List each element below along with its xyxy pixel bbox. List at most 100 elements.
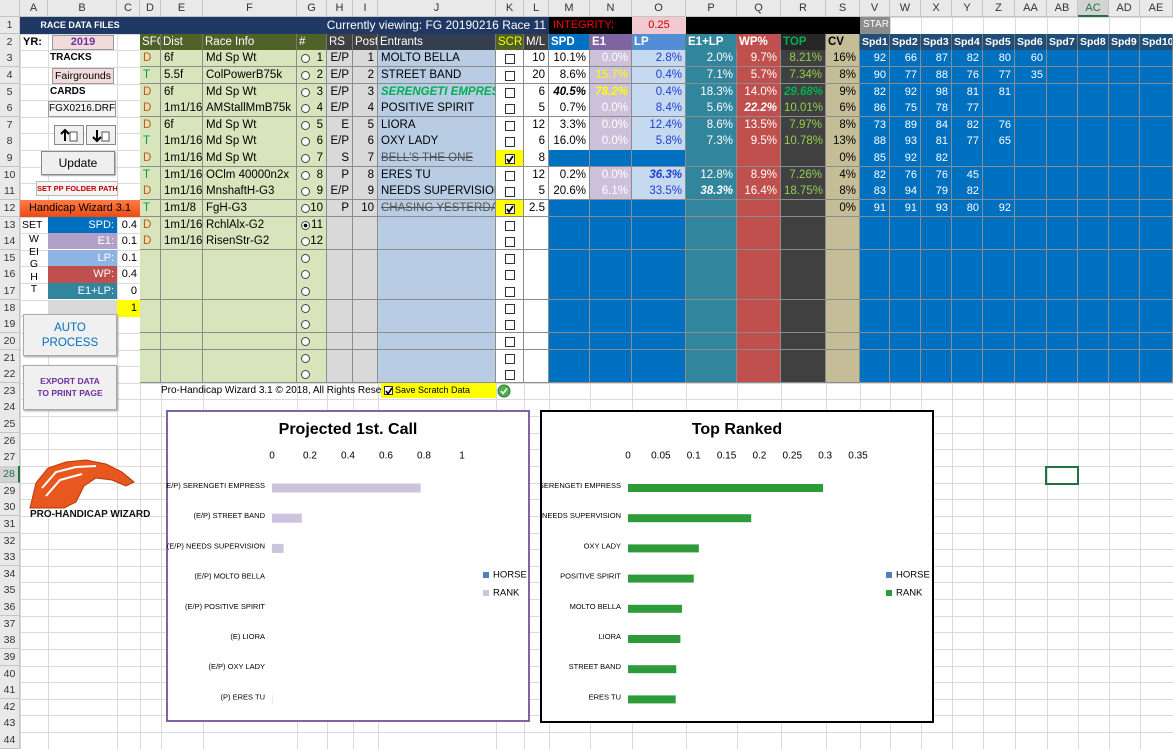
table-cell — [952, 316, 983, 334]
checkbox[interactable] — [505, 336, 515, 347]
table-cell — [1140, 133, 1173, 151]
table-cell — [203, 249, 297, 267]
table-cell — [983, 283, 1015, 301]
row-header: 39 — [0, 648, 20, 667]
card-box[interactable]: FGX0216.DRF — [48, 101, 116, 117]
table-cell: D — [140, 116, 161, 134]
table-cell: 7.3% — [686, 133, 737, 151]
table-cell — [860, 249, 890, 267]
table-cell — [1109, 50, 1140, 68]
table-cell: 9.7% — [737, 50, 781, 68]
radio-button[interactable] — [301, 54, 310, 64]
table-cell — [737, 150, 781, 168]
radio-button[interactable] — [301, 104, 310, 114]
checkbox[interactable] — [505, 237, 515, 248]
checkbox[interactable] — [505, 70, 515, 81]
row-header: 6 — [0, 100, 20, 118]
table-cell: 65 — [983, 133, 1015, 151]
column-header: J — [378, 0, 496, 17]
table-cell — [1015, 216, 1047, 234]
table-cell — [1109, 299, 1140, 317]
table-cell — [1109, 349, 1140, 367]
confirm-icon[interactable] — [497, 384, 511, 398]
table-cell — [1078, 266, 1109, 284]
checkbox[interactable] — [505, 220, 515, 231]
table-cell — [781, 233, 826, 251]
chart-title: Projected 1st. Call — [279, 421, 418, 438]
table-cell: 8% — [826, 66, 860, 84]
radio-button[interactable] — [301, 270, 310, 280]
checkbox[interactable] — [505, 170, 515, 181]
weight-label: E1+LP: — [48, 283, 117, 301]
radio-button[interactable] — [301, 237, 310, 247]
checkbox[interactable] — [505, 253, 515, 264]
radio-button[interactable] — [301, 253, 310, 263]
arrow-button[interactable] — [86, 125, 116, 145]
radio-button[interactable] — [301, 370, 310, 380]
table-cell: 7.97% — [781, 116, 826, 134]
checkbox[interactable] — [505, 370, 515, 381]
table-cell — [549, 316, 590, 334]
checkbox[interactable] — [505, 287, 515, 298]
radio-button[interactable] — [301, 154, 310, 164]
yr-box[interactable]: 2019 — [52, 35, 114, 50]
table-cell: 8% — [826, 183, 860, 201]
table-cell: 66 — [890, 50, 921, 68]
checkbox[interactable] — [505, 187, 515, 198]
logo-horse — [29, 459, 135, 509]
table-cell: SERENGETI EMPRESS — [378, 83, 496, 101]
radio-button[interactable] — [301, 287, 310, 297]
table-cell — [1140, 116, 1173, 134]
checkbox[interactable] — [505, 120, 515, 131]
table-cell: 15.7% — [590, 66, 632, 84]
radio-button[interactable] — [301, 320, 310, 330]
table-cell — [1047, 316, 1078, 334]
x-tick-label: 0.6 — [379, 451, 393, 462]
table-cell: E/P — [327, 100, 353, 118]
table-cell — [890, 366, 921, 384]
set-path-button[interactable]: SET PP FOLDER PATH — [36, 181, 118, 196]
table-cell: 9 — [353, 183, 378, 201]
radio-button[interactable] — [301, 187, 310, 197]
arrow-button[interactable] — [54, 125, 84, 145]
checkbox[interactable] — [505, 270, 515, 281]
radio-button[interactable] — [301, 137, 310, 147]
export-button[interactable]: EXPORT DATA TO PRINT PAGE — [23, 365, 117, 410]
table-cell: 0.0% — [590, 50, 632, 68]
checkbox[interactable] — [505, 154, 515, 165]
checkbox[interactable] — [505, 104, 515, 115]
checkbox[interactable] — [505, 54, 515, 65]
checkbox[interactable] — [505, 320, 515, 331]
track-box[interactable]: Fairgrounds — [52, 68, 114, 84]
table-cell: 78 — [921, 100, 952, 118]
table-cell: 2.8% — [632, 50, 686, 68]
checkbox[interactable] — [505, 87, 515, 98]
radio-button[interactable] — [301, 70, 310, 80]
table-cell — [1015, 299, 1047, 317]
checkbox[interactable] — [505, 353, 515, 364]
radio-button[interactable] — [301, 353, 310, 363]
table-cell — [860, 332, 890, 351]
grid-line — [0, 399, 1173, 401]
radio-button[interactable] — [301, 120, 310, 130]
update-button[interactable]: Update — [41, 151, 115, 175]
radio-button[interactable] — [301, 336, 310, 346]
checkbox[interactable] — [505, 303, 515, 314]
radio-button[interactable] — [301, 220, 310, 230]
row-header: 18 — [0, 299, 20, 317]
table-cell — [353, 332, 378, 351]
radio-button[interactable] — [301, 303, 310, 313]
save-scratch[interactable]: Save Scratch Data — [381, 382, 496, 398]
horse-mane — [41, 465, 97, 497]
selected-cell[interactable] — [1045, 466, 1079, 485]
star-button[interactable]: STAR — [860, 17, 890, 35]
table-cell — [1047, 249, 1078, 267]
radio-button[interactable] — [301, 170, 310, 180]
table-cell — [590, 266, 632, 284]
auto-process-button[interactable]: AUTO PROCESS — [23, 314, 117, 356]
radio-button[interactable] — [301, 87, 310, 97]
checkbox[interactable] — [505, 137, 515, 148]
radio-button[interactable] — [301, 203, 310, 213]
checkbox[interactable] — [505, 203, 515, 214]
table-cell — [686, 249, 737, 267]
